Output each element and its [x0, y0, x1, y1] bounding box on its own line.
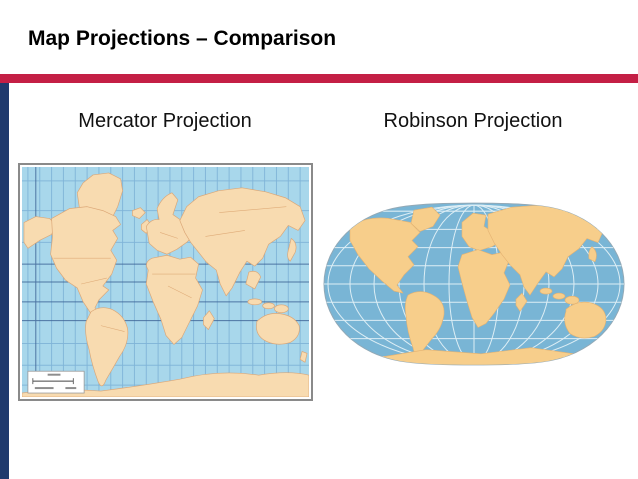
page-title: Map Projections – Comparison — [28, 27, 337, 50]
map-scale-legend — [27, 370, 85, 394]
robinson-map-svg — [323, 202, 625, 366]
accent-bar — [0, 74, 638, 83]
robinson-label: Robinson Projection — [383, 110, 563, 132]
robinson-map-image — [316, 194, 632, 374]
mercator-label: Mercator Projection — [78, 110, 252, 132]
left-edge-bar — [0, 83, 9, 479]
mercator-map-svg — [22, 167, 309, 397]
mercator-map-image — [18, 163, 313, 401]
